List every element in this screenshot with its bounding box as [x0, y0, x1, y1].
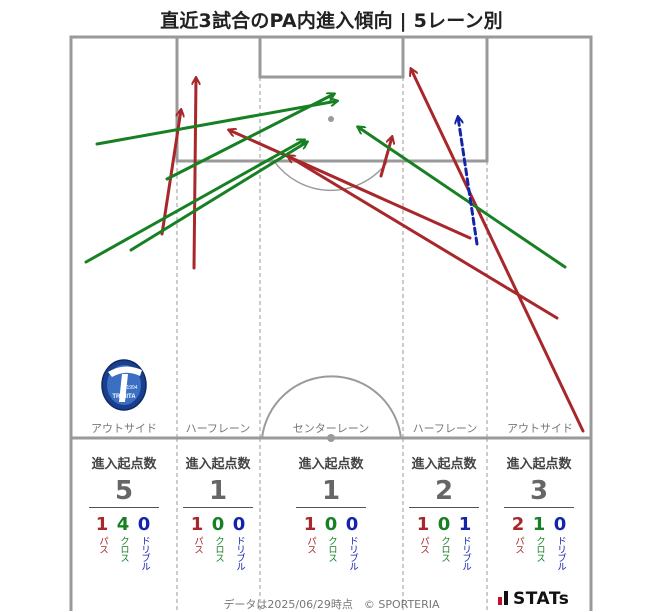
stat-pass-count: 1 [416, 514, 430, 535]
lane-label-outside-right: アウトサイド [507, 422, 573, 435]
page-title: 直近3試合のPA内進入傾向 | 5レーン別 [160, 10, 503, 32]
stat-total: 5 [114, 476, 134, 506]
pass-arrow [379, 137, 392, 178]
stat-pass-label: パス [192, 536, 203, 553]
crest-text: TRINITA [112, 394, 136, 400]
lane-label-outside-left: アウトサイド [91, 422, 157, 435]
pass-arrow [194, 78, 196, 270]
stat-pass-label: パス [418, 536, 429, 553]
cross-arrow [129, 142, 307, 252]
stat-cross-label: クロス [213, 536, 224, 562]
pass-arrow [288, 156, 559, 320]
cross-arrow [165, 94, 334, 181]
stat-cross-count: 0 [324, 514, 338, 535]
stat-dribble-count: 1 [458, 514, 472, 535]
stat-cross-count: 4 [116, 514, 130, 535]
pass-arrow [411, 69, 585, 433]
stat-dribble-label: ドリブル [347, 536, 358, 570]
lane-dividers [176, 77, 488, 611]
stat-cross-label: クロス [118, 536, 129, 562]
cross-arrow [358, 127, 567, 269]
stat-pass-label: パス [97, 536, 108, 553]
stat-dribble-label: ドリブル [555, 536, 566, 570]
stat-divider [504, 507, 574, 508]
stat-cross-count: 0 [437, 514, 451, 535]
brand-text: STATs [513, 589, 570, 609]
lane-label-halfspace-left: ハーフレーン [186, 422, 251, 435]
stat-divider [409, 507, 479, 508]
pass-arrow [229, 130, 472, 240]
crest-year: 1994 [126, 385, 137, 391]
entry-arrows [84, 69, 585, 433]
stat-header: 進入起点数 [506, 457, 572, 472]
penalty-spot [328, 116, 334, 122]
lane-label-halfspace-right: ハーフレーン [413, 422, 478, 435]
stat-dribble-count: 0 [137, 514, 151, 535]
stat-pass-label: パス [513, 536, 524, 553]
footer-note: データは2025/06/29時点 © SPORTERIA [223, 598, 440, 611]
stat-dribble-label: ドリブル [460, 536, 471, 570]
stat-total: 3 [529, 476, 549, 506]
stat-header: 進入起点数 [185, 457, 251, 472]
stat-divider [89, 507, 159, 508]
lane-label-center: センターレーン [293, 422, 369, 435]
stat-dribble-count: 0 [553, 514, 567, 535]
stat-pass-count: 1 [95, 514, 109, 535]
stat-header: 進入起点数 [91, 457, 157, 472]
stat-dribble-label: ドリブル [234, 536, 245, 570]
stat-pass-count: 1 [190, 514, 204, 535]
cross-arrow [95, 101, 337, 146]
stat-cross-label: クロス [439, 536, 450, 562]
stat-total: 2 [434, 476, 454, 506]
stat-cross-label: クロス [326, 536, 337, 562]
stat-cross-count: 0 [211, 514, 225, 535]
stat-divider [296, 507, 366, 508]
stat-header: 進入起点数 [411, 457, 477, 472]
stat-pass-count: 2 [511, 514, 525, 535]
stat-cross-count: 1 [532, 514, 546, 535]
stat-dribble-count: 0 [232, 514, 246, 535]
stat-total: 1 [321, 476, 341, 506]
club-crest-icon: TRINITA 1994 [101, 359, 147, 411]
brand-logo: STATs [498, 589, 569, 609]
stat-header: 進入起点数 [298, 457, 364, 472]
stat-total: 1 [208, 476, 228, 506]
stat-dribble-count: 0 [345, 514, 359, 535]
stat-dribble-label: ドリブル [139, 536, 150, 570]
stat-pass-label: パス [305, 536, 316, 553]
stat-divider [183, 507, 253, 508]
cross-arrow [84, 140, 304, 264]
center-spot [327, 434, 335, 442]
stat-cross-label: クロス [534, 536, 545, 562]
stats-logo-icon [498, 591, 509, 605]
stat-pass-count: 1 [303, 514, 317, 535]
dribble-arrow [458, 117, 479, 246]
